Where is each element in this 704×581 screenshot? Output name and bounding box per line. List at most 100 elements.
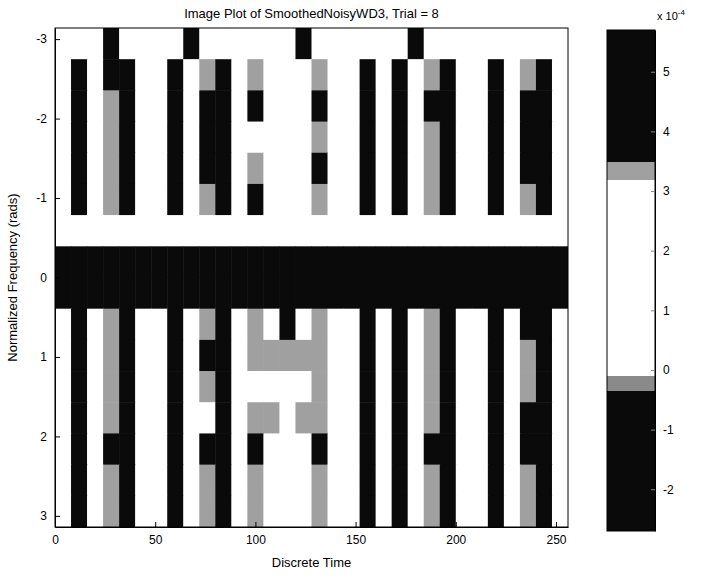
heatmap-cell	[504, 465, 521, 497]
tick: 50	[149, 522, 163, 547]
colorbar-axis: -2-1012345	[651, 31, 674, 532]
heatmap-cell	[376, 465, 393, 497]
heatmap-cell	[328, 153, 345, 185]
heatmap-cell	[71, 371, 88, 403]
heatmap-cell	[488, 184, 505, 216]
heatmap-cell	[263, 184, 280, 216]
heatmap-cell	[552, 59, 568, 91]
heatmap-cell	[488, 122, 505, 154]
heatmap-cell	[199, 215, 216, 247]
heatmap-cell	[312, 28, 329, 60]
heatmap-cell	[183, 433, 200, 465]
heatmap-cell	[55, 496, 72, 527]
heatmap-cell	[167, 122, 184, 154]
heatmap-cell	[279, 184, 296, 216]
heatmap-cell	[360, 309, 377, 341]
heatmap-cell	[87, 309, 104, 341]
heatmap-cell	[135, 340, 152, 372]
heatmap-cell	[536, 246, 553, 278]
heatmap-cell	[360, 402, 377, 434]
heatmap-cell	[456, 496, 473, 527]
heatmap-cell	[504, 371, 521, 403]
heatmap-cell	[231, 465, 248, 497]
heatmap-cell	[440, 278, 457, 310]
heatmap-cell	[552, 122, 568, 154]
heatmap-cell	[552, 28, 568, 60]
heatmap-cell	[520, 122, 537, 154]
heatmap-cell	[167, 309, 184, 341]
heatmap-cell	[183, 402, 200, 434]
heatmap-cell	[472, 496, 489, 527]
heatmap-cell	[424, 465, 441, 497]
heatmap-cell	[279, 496, 296, 527]
heatmap-cell	[263, 433, 280, 465]
y-axis: -3-2-10123	[36, 29, 60, 528]
tick-mark	[651, 310, 655, 311]
heatmap-cell	[151, 122, 168, 154]
heatmap-cell	[360, 215, 377, 247]
heatmap-cell	[215, 371, 232, 403]
heatmap-cell	[263, 122, 280, 154]
heatmap-cell	[408, 340, 425, 372]
heatmap-cell	[440, 340, 457, 372]
heatmap-cell	[504, 215, 521, 247]
chart-svg: 050100150200250-3-2-10123Image Plot of S…	[0, 0, 704, 581]
heatmap-cell	[231, 402, 248, 434]
heatmap-cell	[440, 246, 457, 278]
heatmap-cell	[295, 153, 312, 185]
heatmap-cell	[295, 90, 312, 122]
heatmap-cell	[199, 340, 216, 372]
heatmap-cell	[279, 309, 296, 341]
heatmap-cell	[488, 402, 505, 434]
heatmap-cell	[520, 433, 537, 465]
heatmap-cell	[376, 28, 393, 60]
heatmap-cell	[392, 402, 409, 434]
heatmap-cell	[504, 278, 521, 310]
heatmap-cell	[295, 402, 312, 434]
heatmap-cell	[71, 496, 88, 527]
heatmap-cell	[279, 278, 296, 310]
heatmap-cell	[536, 371, 553, 403]
heatmap-cell	[183, 371, 200, 403]
heatmap-cell	[392, 90, 409, 122]
heatmap-cell	[103, 246, 120, 278]
heatmap-cell	[103, 153, 120, 185]
heatmap-cell	[376, 153, 393, 185]
heatmap-cell	[456, 340, 473, 372]
tick-label: 200	[446, 533, 466, 547]
heatmap-cell	[119, 402, 136, 434]
heatmap-cell	[295, 371, 312, 403]
heatmap-cell	[312, 184, 329, 216]
heatmap-cell	[55, 215, 72, 247]
heatmap-cell	[71, 90, 88, 122]
heatmap-cell	[231, 28, 248, 60]
heatmap-cell	[536, 215, 553, 247]
heatmap-cell	[392, 496, 409, 527]
heatmap-cell	[263, 340, 280, 372]
tick-mark	[556, 522, 557, 527]
heatmap-cell	[408, 402, 425, 434]
heatmap-cell	[135, 28, 152, 60]
heatmap-cell	[87, 184, 104, 216]
tick-label: -2	[36, 112, 47, 126]
heatmap-cell	[103, 28, 120, 60]
heatmap-cell	[536, 496, 553, 527]
heatmap-cell	[231, 90, 248, 122]
tick-label: 100	[246, 533, 266, 547]
heatmap-cell	[135, 153, 152, 185]
heatmap-cell	[199, 184, 216, 216]
tick-label: 50	[149, 533, 163, 547]
heatmap-cell	[263, 278, 280, 310]
heatmap-cell	[71, 402, 88, 434]
heatmap-cell	[376, 371, 393, 403]
heatmap-cell	[440, 153, 457, 185]
heatmap-cell	[151, 371, 168, 403]
heatmap-cell	[119, 278, 136, 310]
heatmap-cell	[119, 465, 136, 497]
heatmap-cell	[440, 465, 457, 497]
heatmap-cell	[424, 496, 441, 527]
heatmap-cell	[472, 402, 489, 434]
tick: 4	[651, 125, 670, 139]
heatmap-cell	[279, 433, 296, 465]
heatmap-cell	[488, 309, 505, 341]
